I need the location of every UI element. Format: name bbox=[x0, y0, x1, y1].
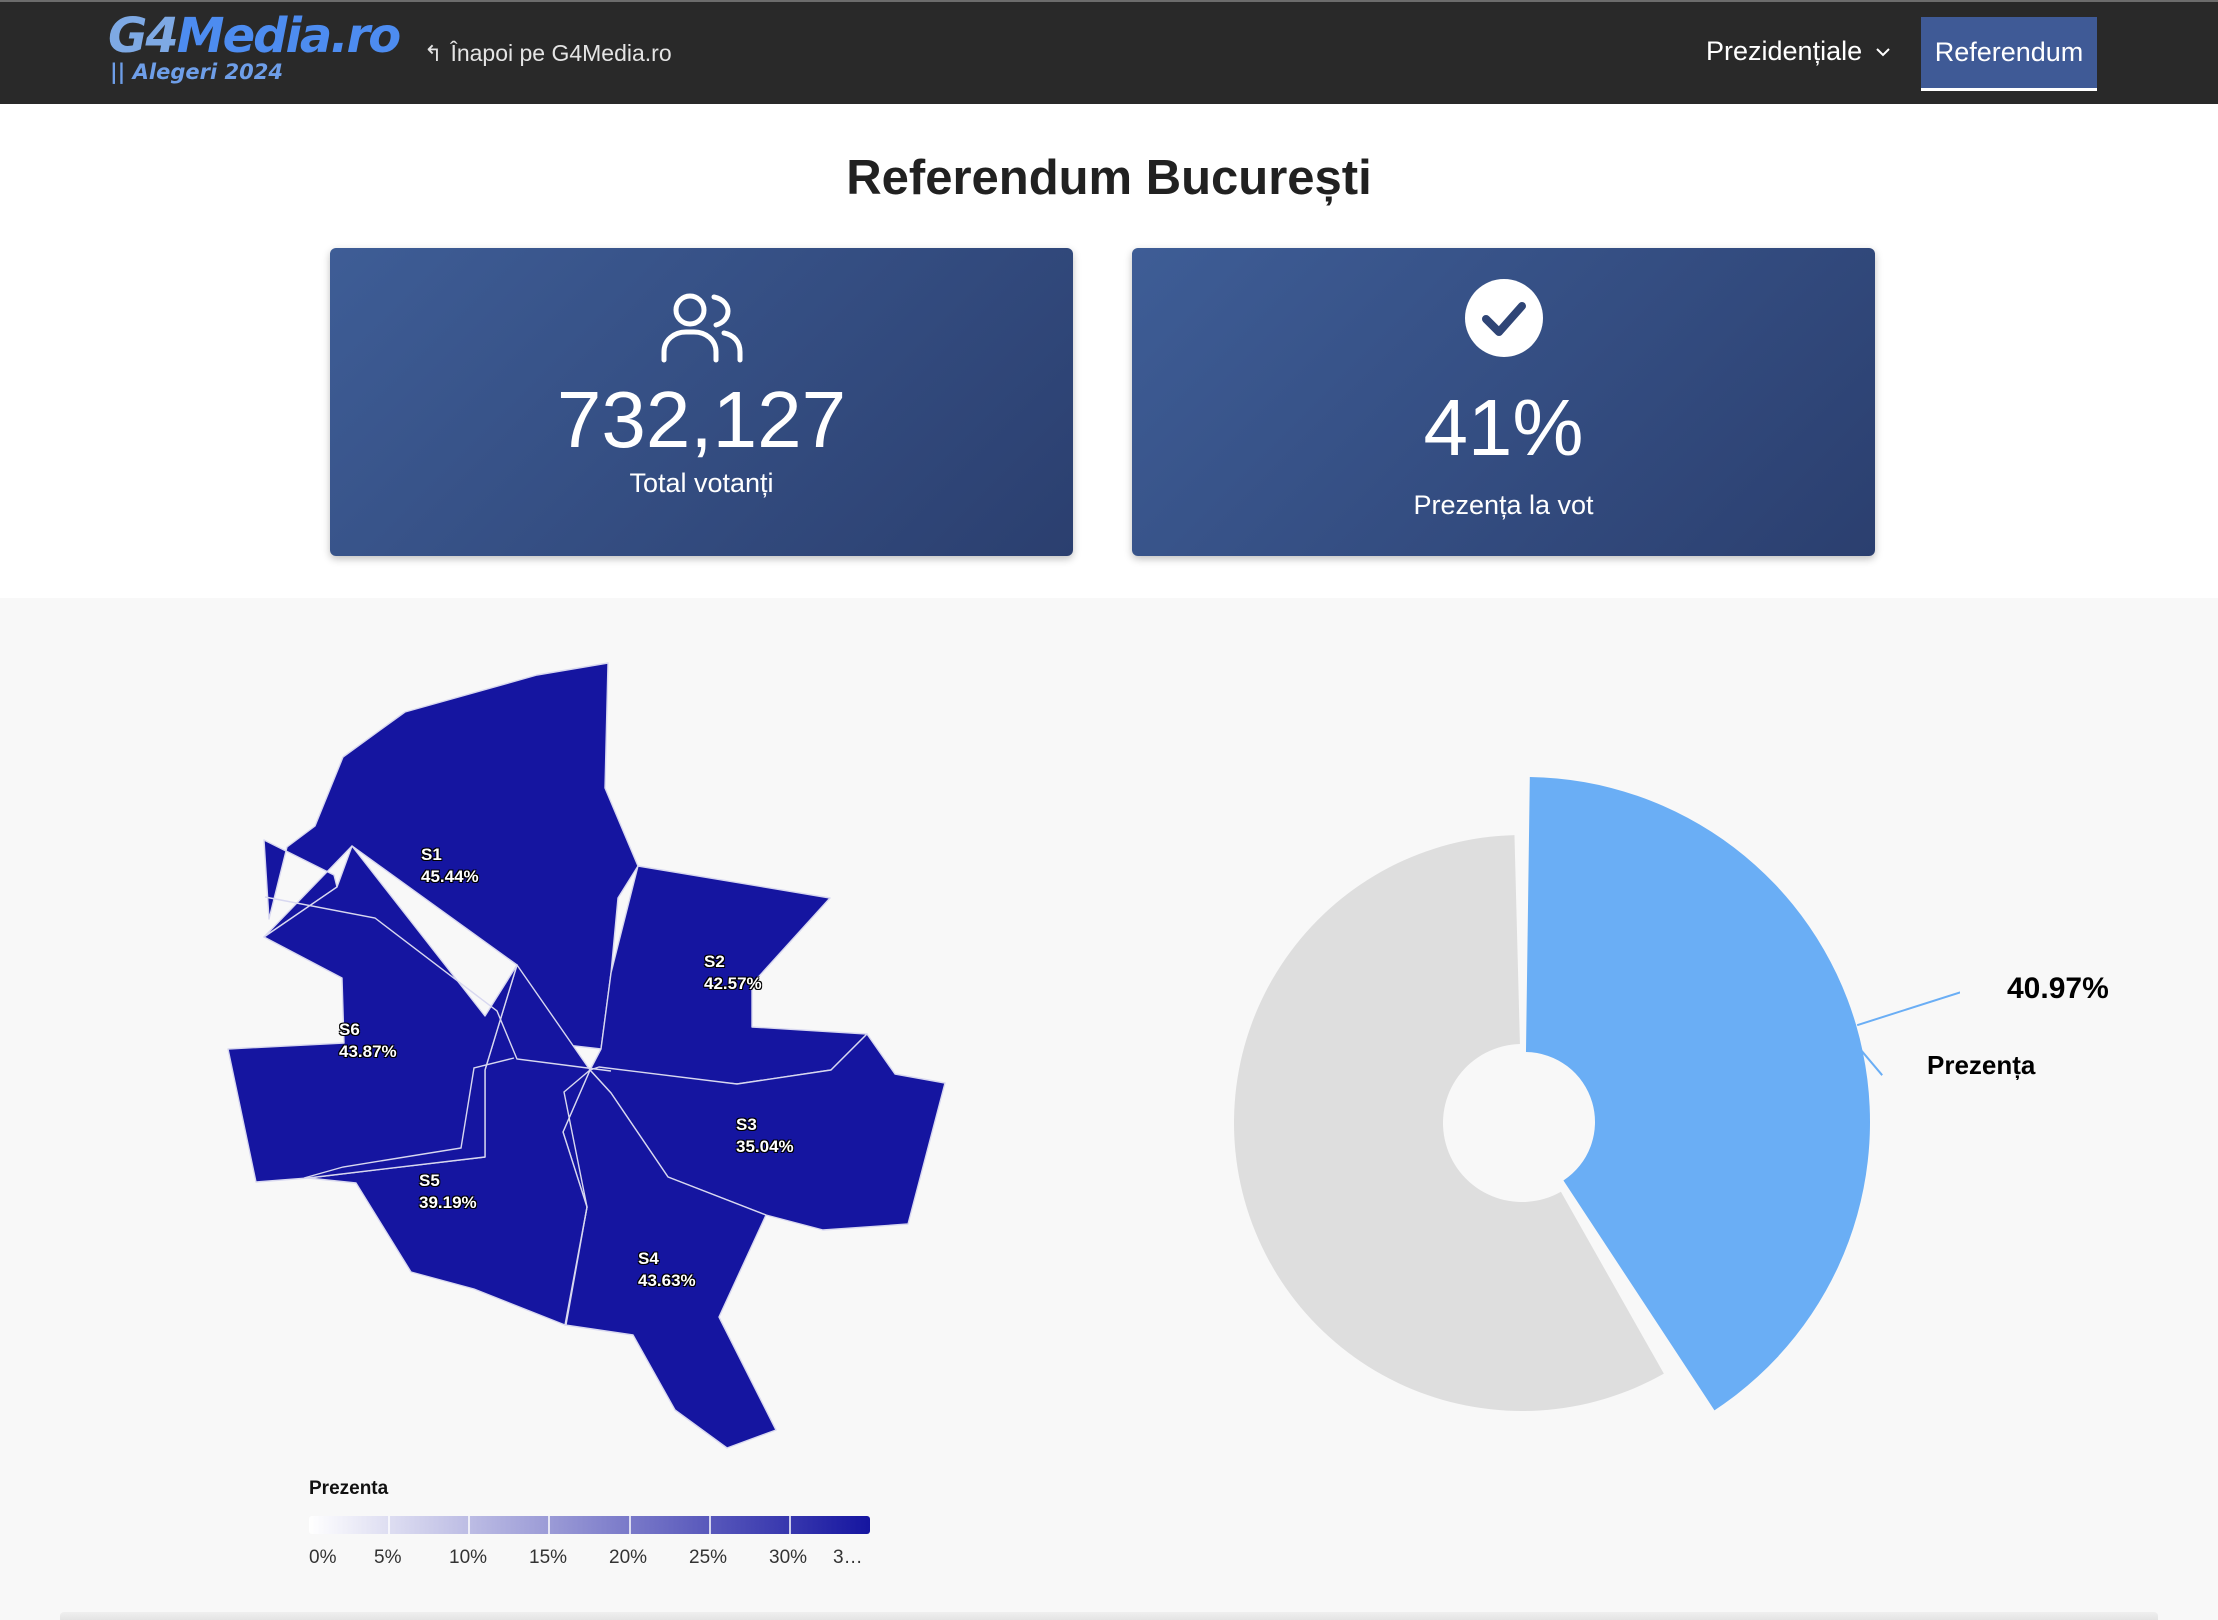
legend-tick: 5% bbox=[374, 1547, 402, 1568]
check-circle-icon bbox=[1464, 279, 1543, 357]
top-navbar: G4Media.ro || Alegeri 2024 ↰ Înapoi pe G… bbox=[0, 0, 2218, 104]
legend-tick: 10% bbox=[449, 1547, 488, 1568]
legend-tick: 0% bbox=[309, 1547, 337, 1568]
sector-6-area[interactable] bbox=[227, 845, 518, 1183]
back-arrow-icon: ↰ bbox=[424, 40, 443, 66]
sector-label-s6: S6 43.87% bbox=[339, 1019, 397, 1063]
sector-turnout: 39.19% bbox=[419, 1193, 477, 1212]
map-legend-title: Prezenta bbox=[309, 1478, 389, 1499]
prezenta-value: 41% bbox=[1423, 383, 1584, 472]
back-to-site-link[interactable]: ↰ Înapoi pe G4Media.ro bbox=[424, 40, 672, 67]
chevron-down-icon bbox=[1876, 47, 1890, 56]
total-votanti-label: Total votanți bbox=[629, 468, 774, 498]
sector-label-s5: S5 39.19% bbox=[419, 1170, 477, 1214]
logo-subtitle: || Alegeri 2024 bbox=[110, 60, 283, 84]
nav-prezidentiale-label: Prezidențiale bbox=[1706, 36, 1863, 66]
pie-leader-line bbox=[1859, 1048, 1883, 1076]
sector-label-s4: S4 43.63% bbox=[638, 1248, 696, 1292]
sector-turnout: 42.57% bbox=[704, 974, 762, 993]
logo-g4: G4 bbox=[108, 8, 179, 64]
prezenta-label: Prezența la vot bbox=[1413, 490, 1594, 520]
site-logo[interactable]: G4Media.ro bbox=[108, 8, 401, 64]
sector-name: S5 bbox=[419, 1171, 440, 1190]
pie-slice-prezenta[interactable] bbox=[1525, 777, 1870, 1411]
sector-label-s1: S1 45.44% bbox=[421, 844, 479, 888]
nav-prezidentiale-dropdown[interactable]: Prezidențiale bbox=[1706, 36, 1892, 67]
sector-label-s3: S3 35.04% bbox=[736, 1114, 794, 1158]
sector-turnout: 45.44% bbox=[421, 867, 479, 886]
legend-tick: 15% bbox=[529, 1547, 568, 1568]
pie-value-label: 40.97% bbox=[2007, 972, 2109, 1005]
sector-name: S6 bbox=[339, 1020, 360, 1039]
bucharest-sector-map bbox=[227, 662, 946, 1449]
prezenta-card: 41% Prezența la vot bbox=[1132, 248, 1875, 556]
total-votanti-card: 732,127 Total votanți bbox=[330, 248, 1073, 556]
sector-turnout: 43.63% bbox=[638, 1271, 696, 1290]
legend-tick: 25% bbox=[689, 1547, 728, 1568]
nav-referendum-label: Referendum bbox=[1934, 37, 2084, 67]
legend-tick: 30% bbox=[769, 1547, 808, 1568]
sector-name: S1 bbox=[421, 845, 442, 864]
users-icon bbox=[661, 293, 742, 363]
next-section-edge bbox=[60, 1612, 2158, 1620]
sector-name: S4 bbox=[638, 1249, 659, 1268]
map-legend-colorbar bbox=[309, 1516, 870, 1534]
legend-tick: 3… bbox=[833, 1547, 863, 1568]
sector-name: S2 bbox=[704, 952, 725, 971]
total-votanti-value: 732,127 bbox=[556, 375, 847, 464]
page-title: Referendum București bbox=[846, 151, 1372, 205]
logo-media: Media.ro bbox=[176, 8, 401, 64]
turnout-pie-chart bbox=[1234, 777, 1960, 1411]
pie-slice-rest[interactable] bbox=[1234, 835, 1664, 1411]
pie-leader-line bbox=[1856, 991, 1960, 1027]
legend-tick: 20% bbox=[609, 1547, 648, 1568]
sector-turnout: 43.87% bbox=[339, 1042, 397, 1061]
sector-label-s2: S2 42.57% bbox=[704, 951, 762, 995]
nav-referendum-tab[interactable]: Referendum bbox=[1921, 17, 2097, 91]
pie-series-label: Prezența bbox=[1927, 1050, 2036, 1080]
back-link-label: Înapoi pe G4Media.ro bbox=[450, 40, 672, 66]
sector-name: S3 bbox=[736, 1115, 757, 1134]
sector-turnout: 35.04% bbox=[736, 1137, 794, 1156]
